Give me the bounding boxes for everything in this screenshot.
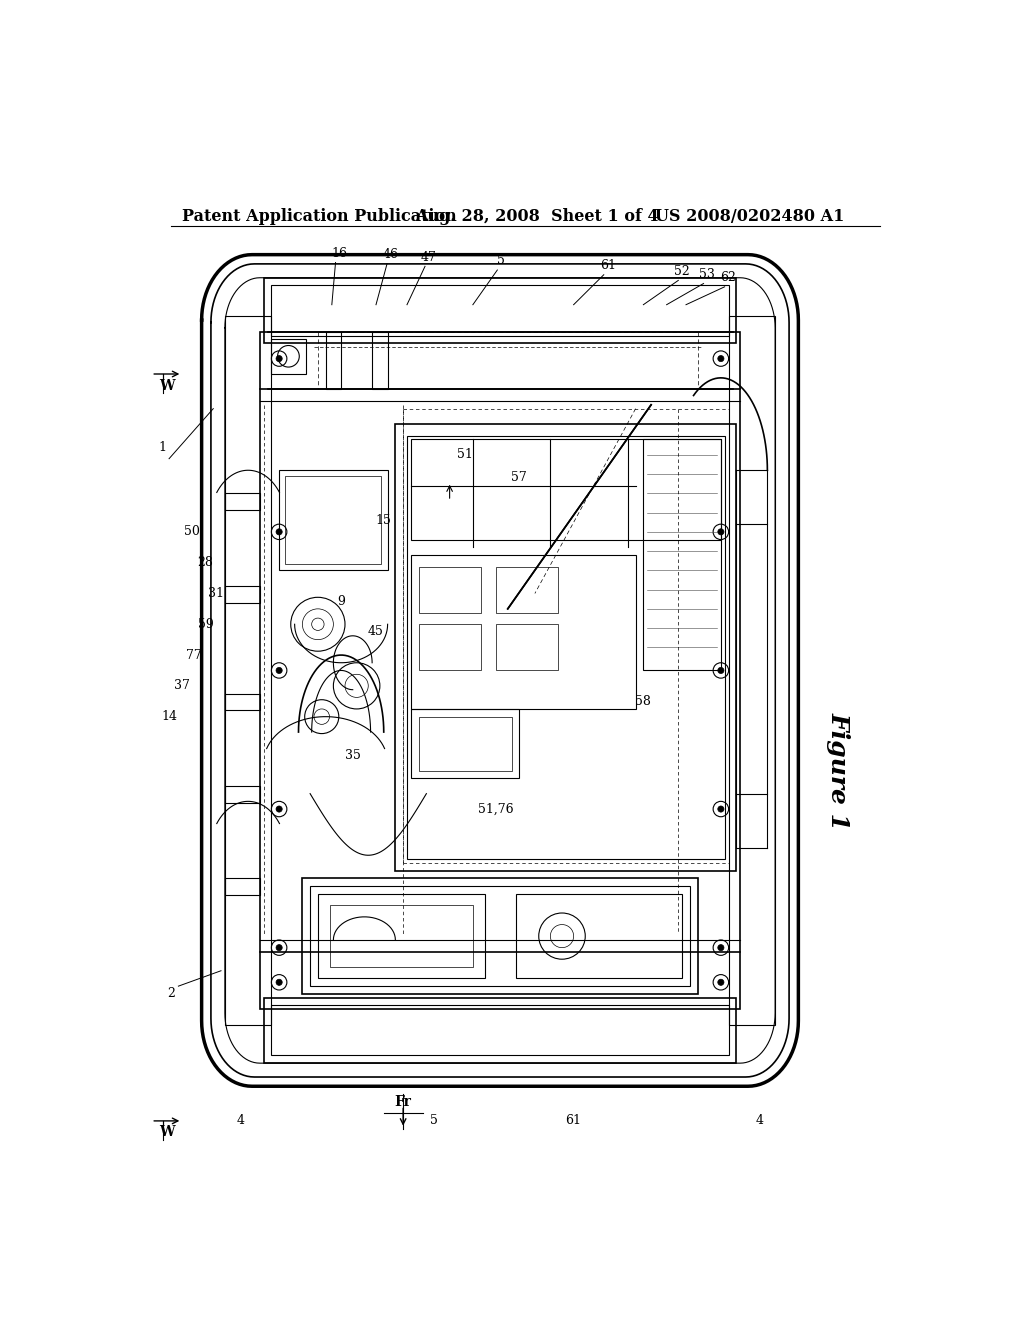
- Bar: [271, 1006, 729, 1056]
- Text: 59: 59: [198, 618, 213, 631]
- Text: 31: 31: [208, 587, 223, 601]
- Bar: [225, 693, 260, 710]
- Circle shape: [276, 668, 283, 673]
- Text: 61: 61: [565, 1114, 582, 1127]
- Text: Figure 1: Figure 1: [826, 713, 850, 830]
- Text: US 2008/0202480 A1: US 2008/0202480 A1: [655, 209, 845, 226]
- Text: 51: 51: [457, 449, 473, 462]
- Bar: [419, 717, 512, 771]
- Bar: [411, 709, 519, 779]
- Circle shape: [718, 668, 724, 673]
- Bar: [263, 277, 736, 343]
- Text: 53: 53: [699, 268, 716, 281]
- Circle shape: [718, 945, 724, 950]
- Text: 57: 57: [512, 471, 527, 484]
- Bar: [515, 894, 682, 978]
- Bar: [286, 477, 381, 564]
- Bar: [280, 470, 388, 570]
- Text: 4: 4: [756, 1114, 764, 1127]
- Bar: [330, 906, 473, 966]
- Bar: [411, 440, 721, 540]
- Text: Aug. 28, 2008  Sheet 1 of 4: Aug. 28, 2008 Sheet 1 of 4: [415, 209, 658, 226]
- Bar: [271, 339, 306, 374]
- Text: 15: 15: [376, 513, 392, 527]
- Circle shape: [718, 807, 724, 812]
- Bar: [395, 424, 736, 871]
- Bar: [302, 878, 697, 994]
- Text: 58: 58: [636, 694, 651, 708]
- Bar: [496, 566, 558, 612]
- Bar: [419, 624, 480, 671]
- Text: 52: 52: [674, 265, 690, 277]
- Text: 50: 50: [184, 525, 201, 539]
- Text: 4: 4: [237, 1114, 245, 1127]
- Bar: [225, 878, 260, 895]
- Circle shape: [276, 979, 283, 985]
- Text: Patent Application Publication: Patent Application Publication: [182, 209, 457, 226]
- Text: W: W: [159, 1126, 174, 1139]
- Bar: [225, 494, 260, 511]
- Bar: [271, 285, 729, 335]
- Circle shape: [276, 529, 283, 535]
- Text: W: W: [159, 379, 174, 392]
- Bar: [225, 785, 260, 803]
- Text: 28: 28: [198, 556, 213, 569]
- Text: 1: 1: [159, 441, 167, 454]
- Bar: [225, 317, 271, 1024]
- Text: 35: 35: [345, 748, 360, 762]
- Bar: [729, 317, 775, 1024]
- Text: 77: 77: [186, 648, 202, 661]
- Circle shape: [276, 807, 283, 812]
- Text: 2: 2: [167, 987, 174, 1001]
- Circle shape: [276, 355, 283, 362]
- Text: 46: 46: [383, 248, 399, 261]
- Bar: [225, 586, 260, 603]
- Text: 62: 62: [721, 271, 736, 284]
- Text: 5: 5: [498, 255, 505, 267]
- Bar: [419, 566, 480, 612]
- Bar: [260, 331, 740, 1010]
- Text: 61: 61: [600, 259, 615, 272]
- Bar: [310, 886, 690, 986]
- Text: 47: 47: [421, 251, 437, 264]
- Circle shape: [718, 355, 724, 362]
- Text: 16: 16: [332, 247, 347, 260]
- Bar: [643, 440, 721, 671]
- Bar: [407, 436, 725, 859]
- Text: 45: 45: [368, 626, 384, 639]
- Bar: [326, 331, 341, 389]
- Text: 5: 5: [430, 1114, 438, 1127]
- Circle shape: [718, 979, 724, 985]
- Text: 9: 9: [337, 594, 345, 607]
- Bar: [372, 331, 388, 389]
- Circle shape: [718, 529, 724, 535]
- Circle shape: [276, 945, 283, 950]
- Bar: [411, 554, 636, 709]
- Bar: [263, 998, 736, 1063]
- Bar: [496, 624, 558, 671]
- Text: 37: 37: [174, 680, 190, 693]
- Text: 14: 14: [161, 710, 177, 723]
- Text: Fr: Fr: [394, 1094, 412, 1109]
- Bar: [317, 894, 484, 978]
- Text: 51,76: 51,76: [478, 803, 514, 816]
